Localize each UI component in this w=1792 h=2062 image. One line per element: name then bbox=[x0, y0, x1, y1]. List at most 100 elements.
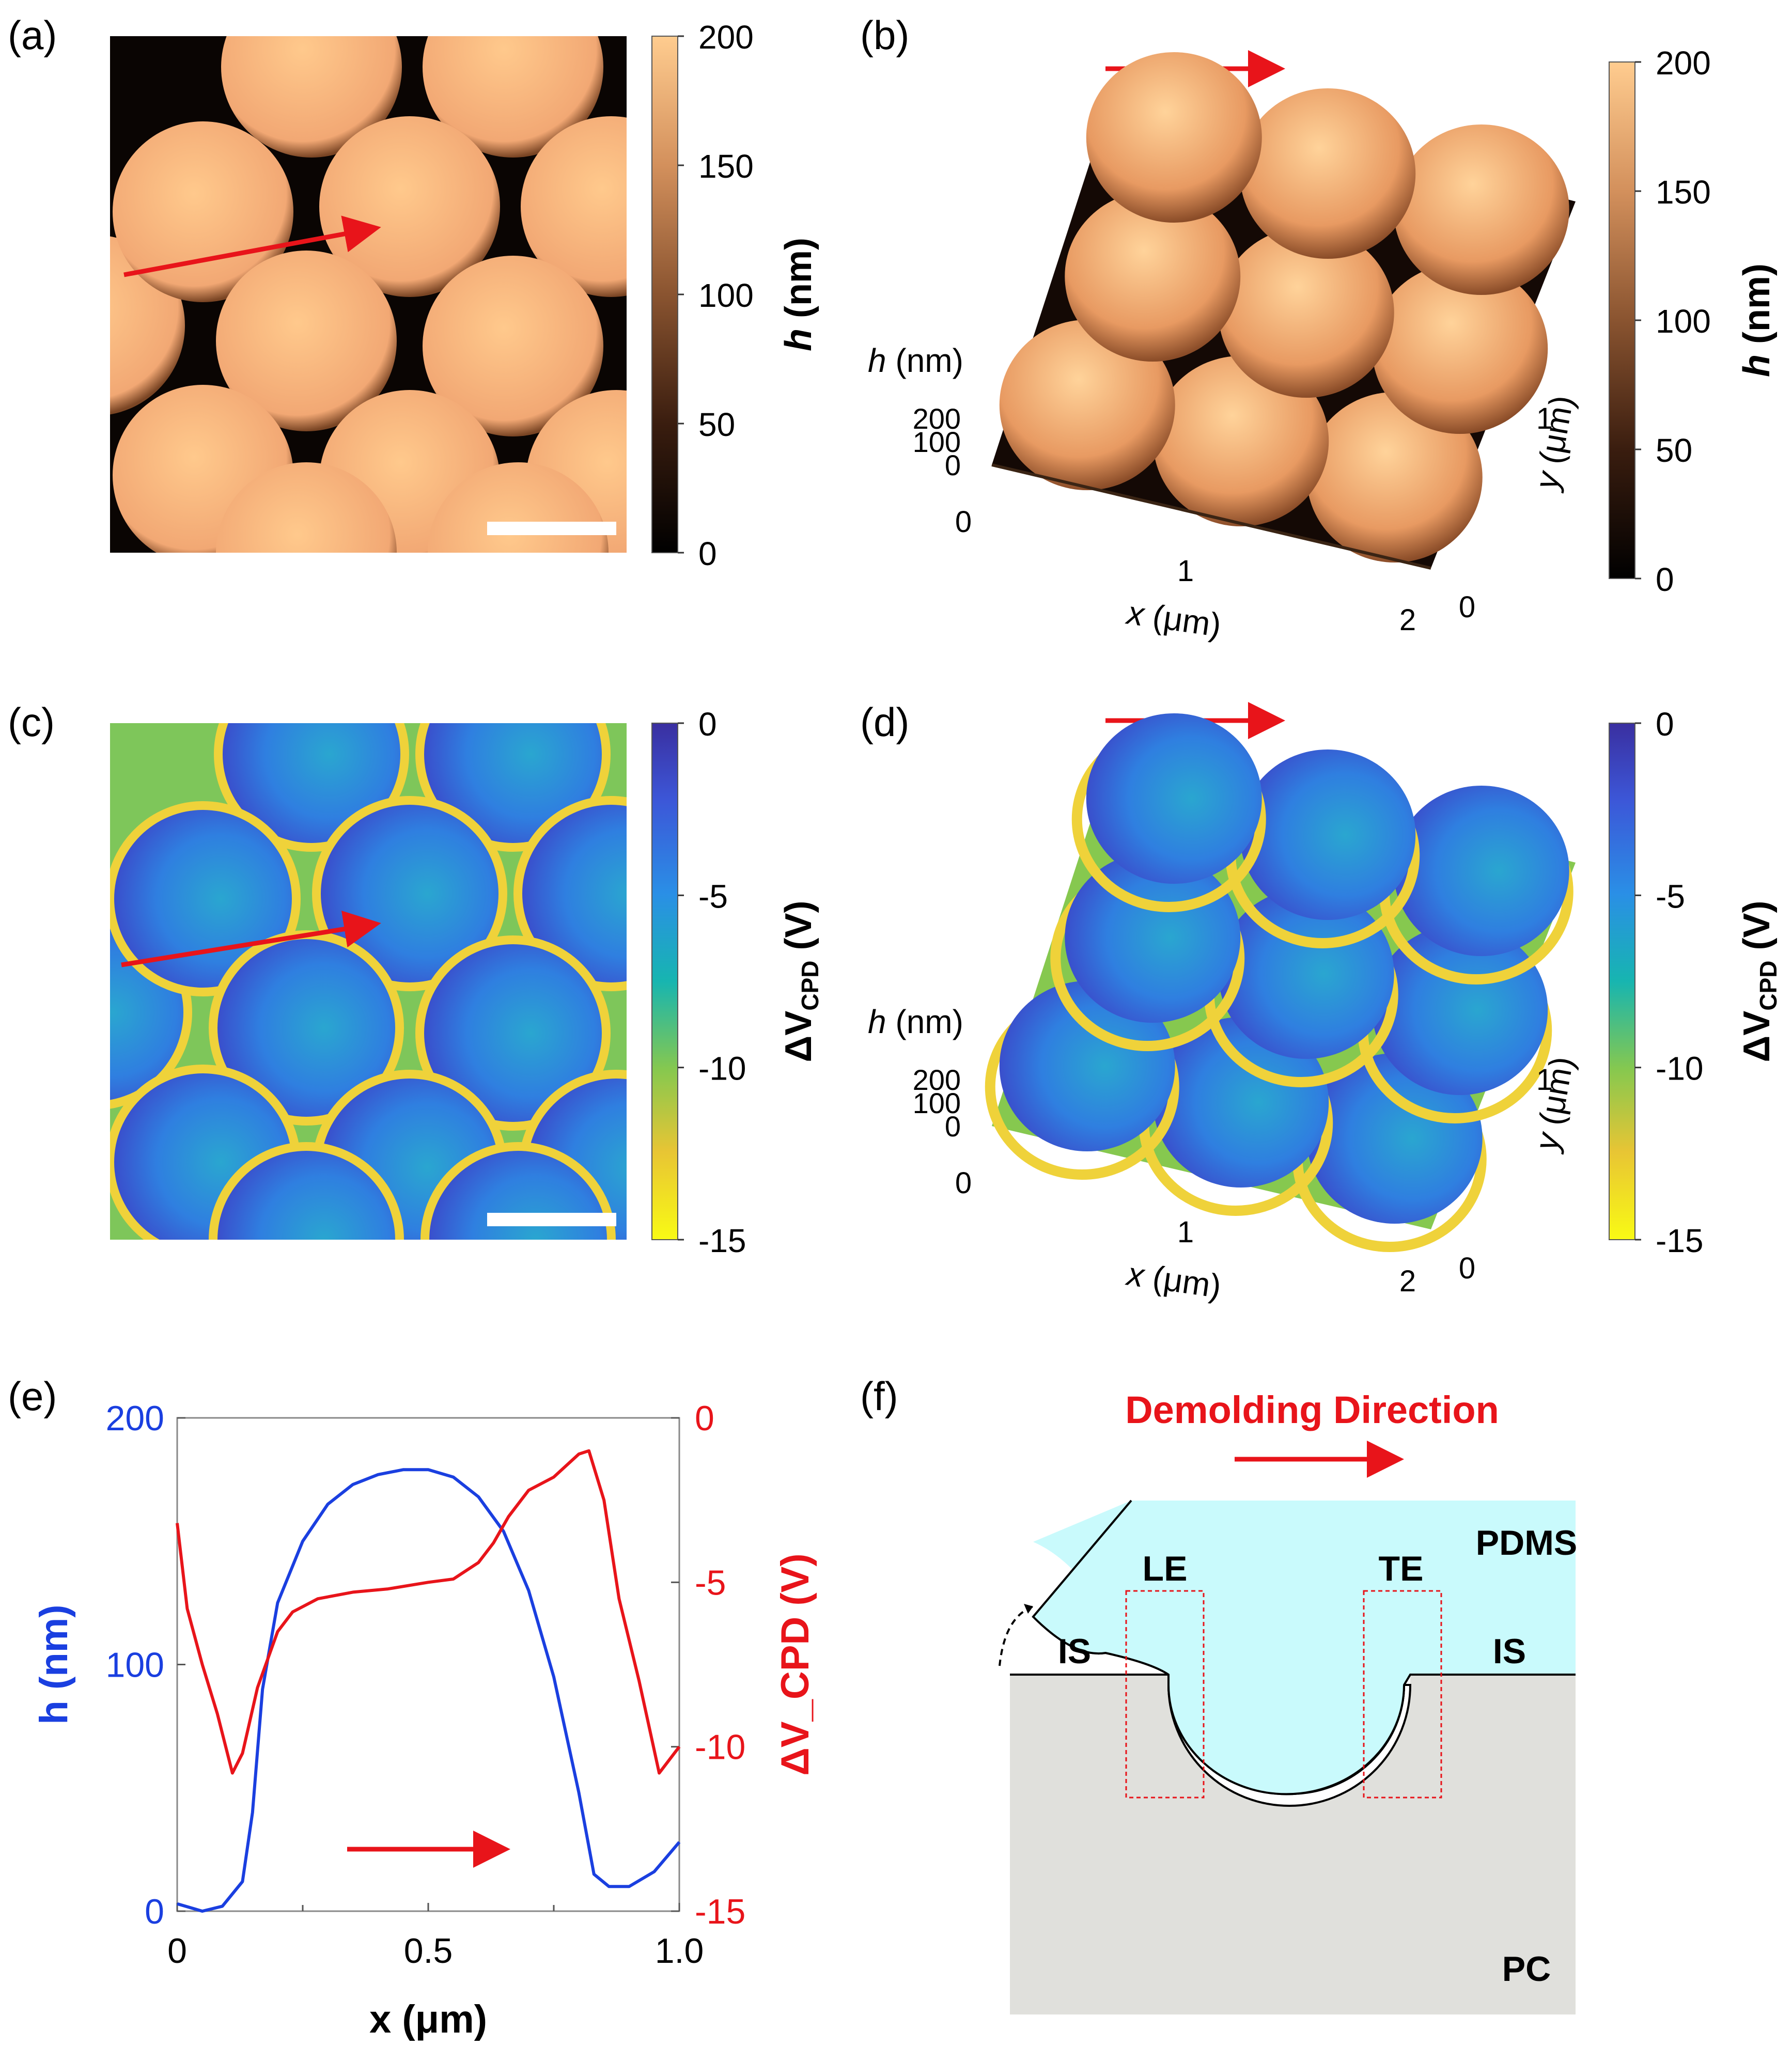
label-is-left: IS bbox=[1058, 1632, 1091, 1671]
h-axis-tick-label: 100 bbox=[913, 426, 961, 458]
dome-rim bbox=[513, 796, 627, 991]
le-region-box bbox=[1125, 1590, 1205, 1799]
peel-arrow bbox=[999, 1605, 1034, 1666]
peel-arrowhead bbox=[1024, 1604, 1033, 1614]
dome bbox=[999, 981, 1175, 1151]
profile-arrow bbox=[121, 911, 381, 967]
afm-height-map bbox=[110, 36, 627, 553]
dome bbox=[217, 1151, 395, 1240]
colorbar-height-a: 200 150 100 50 0 h (nm) bbox=[651, 19, 819, 572]
dome bbox=[216, 251, 397, 431]
dome bbox=[1086, 713, 1262, 884]
colorbar-tick-label: 0 bbox=[1656, 561, 1674, 598]
colorbar-tick-label: 0 bbox=[1656, 706, 1674, 743]
plot-frame bbox=[176, 1417, 680, 1912]
pc-substrate bbox=[1010, 1675, 1576, 2014]
pdms-edge bbox=[1032, 1499, 1576, 1795]
y-axis-tick-label: 0 bbox=[1459, 1252, 1475, 1285]
dome-rim bbox=[420, 1142, 616, 1240]
h-axis-tick-label: 200 bbox=[913, 402, 961, 435]
panel-label-b: (b) bbox=[860, 12, 909, 58]
surface-3d-height bbox=[991, 52, 1576, 570]
panel-label-d: (d) bbox=[860, 699, 909, 745]
x-axis-tick-label: 1 bbox=[1177, 554, 1194, 588]
dome bbox=[521, 116, 627, 297]
panel-label-e: (e) bbox=[8, 1373, 57, 1419]
dome bbox=[1065, 191, 1241, 362]
dome-rim bbox=[214, 723, 409, 852]
te-region-box bbox=[1363, 1590, 1442, 1799]
colorbar-cpd-c: 0 -5 -10 -15 ΔVCPD (V) bbox=[651, 706, 823, 1259]
dome bbox=[1153, 356, 1329, 526]
h-axis-label: h (nm) bbox=[868, 342, 963, 379]
x-axis-tick-label: 0 bbox=[955, 1166, 972, 1200]
colorbar-tick-label: -10 bbox=[698, 1050, 746, 1087]
colorbar-title: ΔVCPD (V) bbox=[1736, 901, 1782, 1063]
y-left-tick-label: 0 bbox=[145, 1892, 164, 1931]
scale-bar bbox=[487, 1213, 616, 1226]
dome bbox=[1240, 749, 1416, 920]
x-tick-label: 0 bbox=[167, 1931, 187, 1971]
h-axis-tick-label: 200 bbox=[913, 1064, 961, 1096]
dome bbox=[113, 121, 293, 302]
colorbar-tick-label: 150 bbox=[698, 148, 754, 185]
colorbar-tick-label: -10 bbox=[1656, 1050, 1704, 1087]
dome bbox=[522, 805, 627, 982]
y-left-tick-label: 100 bbox=[106, 1646, 164, 1685]
dome-rim bbox=[415, 935, 611, 1131]
line-chart: 0 0.5 1.0 0 100 200 0 -5 -10 -15 x (μm) h (nm) ΔV_CP… bbox=[32, 1399, 817, 2041]
x-axis-tick-label: 1 bbox=[1177, 1215, 1194, 1249]
colorbar-tick-label: 200 bbox=[698, 19, 754, 56]
dome bbox=[1218, 227, 1394, 398]
surface-3d-cpd bbox=[985, 713, 1576, 1252]
h-axis-tick-label: 0 bbox=[945, 1110, 961, 1143]
dome bbox=[429, 1151, 607, 1240]
dome bbox=[1240, 88, 1416, 259]
dome bbox=[1372, 925, 1548, 1095]
h-axis-tick-label: 100 bbox=[913, 1087, 961, 1119]
scale-bar bbox=[487, 522, 616, 535]
dome bbox=[1372, 263, 1548, 434]
x-tick-label: 0.5 bbox=[404, 1931, 453, 1971]
dome-rim bbox=[312, 796, 507, 991]
pdms-fill-patch bbox=[1033, 1501, 1576, 1794]
demolding-schematic: Demolding Direction PDMS LE TE IS IS PC bbox=[999, 1388, 1577, 2014]
colorbar-tick-label: -5 bbox=[1656, 878, 1685, 915]
y-left-tick-label: 200 bbox=[106, 1399, 164, 1438]
dome-rim bbox=[110, 801, 301, 996]
x-axis-label: x (μm) bbox=[369, 1997, 487, 2041]
panel-label-a: (a) bbox=[8, 12, 57, 58]
dome bbox=[424, 944, 602, 1122]
h-axis-tick-label: 0 bbox=[945, 449, 961, 481]
dome bbox=[1306, 392, 1483, 563]
x-axis-tick-label: 2 bbox=[1399, 1264, 1416, 1298]
y-right-tick-label: 0 bbox=[695, 1399, 714, 1438]
dome bbox=[1153, 1017, 1329, 1188]
colorbar-tick-label: -15 bbox=[1656, 1222, 1704, 1259]
dome bbox=[423, 36, 603, 158]
x-axis-label: x (μm) bbox=[1124, 1255, 1224, 1305]
y-axis-label: y (μm) bbox=[1527, 393, 1580, 494]
label-pc: PC bbox=[1502, 1949, 1551, 1989]
label-te: TE bbox=[1379, 1549, 1424, 1588]
colorbar-tick-label: 50 bbox=[698, 406, 735, 443]
colorbar-tick-label: 0 bbox=[698, 535, 717, 572]
dome bbox=[217, 939, 395, 1117]
dome bbox=[1393, 786, 1569, 956]
colorbar-tick-label: 100 bbox=[698, 277, 754, 314]
dome-rim bbox=[415, 723, 611, 852]
series-line-height bbox=[177, 1468, 681, 1913]
y-axis-tick-label: 1 bbox=[1536, 1063, 1553, 1097]
label-is-right: IS bbox=[1493, 1632, 1526, 1671]
colorbar-height-b: 200 150 100 50 0 h (nm) bbox=[1609, 44, 1778, 598]
series-line-cpd bbox=[176, 1449, 681, 1775]
kpfm-cpd-map bbox=[110, 723, 627, 1240]
colorbar-ticks: 200 150 100 50 0 bbox=[678, 19, 754, 572]
dome-rim bbox=[110, 916, 192, 1109]
x-axis-tick-label: 0 bbox=[955, 505, 972, 539]
y-axis-tick-label: 1 bbox=[1536, 402, 1553, 435]
colorbar-tick-label: -15 bbox=[698, 1222, 746, 1259]
dome bbox=[221, 36, 402, 158]
colorbar-tick-label: 50 bbox=[1656, 432, 1692, 469]
dome bbox=[428, 462, 609, 553]
